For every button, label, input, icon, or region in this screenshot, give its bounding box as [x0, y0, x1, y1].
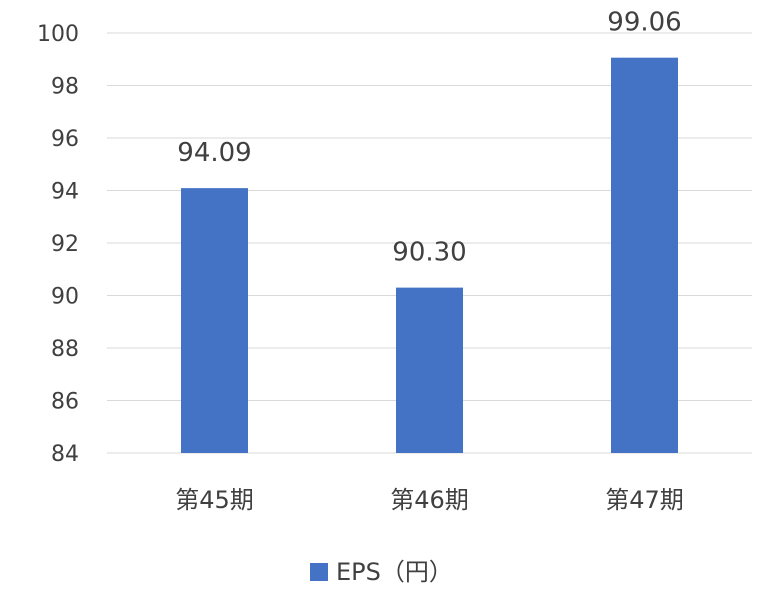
bar-3	[611, 57, 678, 454]
data-labels: 94.09 90.30 99.06	[177, 8, 681, 268]
y-axis-ticks: 84 86 88 90 92 94 96 98 100	[37, 22, 79, 467]
y-tick-label: 92	[51, 232, 79, 257]
y-tick-label: 86	[51, 390, 79, 415]
data-label-3: 99.06	[607, 8, 681, 38]
y-tick-label: 98	[51, 75, 79, 100]
bar-1	[181, 188, 248, 453]
x-category-label-1: 第45期	[175, 486, 254, 514]
legend-swatch	[310, 563, 328, 581]
y-tick-label: 90	[51, 285, 79, 310]
x-axis-categories: 第45期 第46期 第47期	[175, 486, 684, 514]
bar-2	[396, 287, 463, 453]
y-tick-label: 96	[51, 127, 79, 152]
legend: EPS（円）	[310, 558, 453, 586]
legend-label-eps: EPS（円）	[336, 558, 453, 586]
x-category-label-3: 第47期	[605, 486, 684, 514]
y-tick-label: 94	[51, 180, 79, 205]
data-label-2: 90.30	[392, 238, 466, 268]
y-tick-label: 88	[51, 337, 79, 362]
y-tick-label: 84	[51, 442, 79, 467]
data-label-1: 94.09	[177, 138, 251, 168]
x-category-label-2: 第46期	[390, 486, 469, 514]
y-tick-label: 100	[37, 22, 79, 47]
bars	[181, 57, 678, 454]
